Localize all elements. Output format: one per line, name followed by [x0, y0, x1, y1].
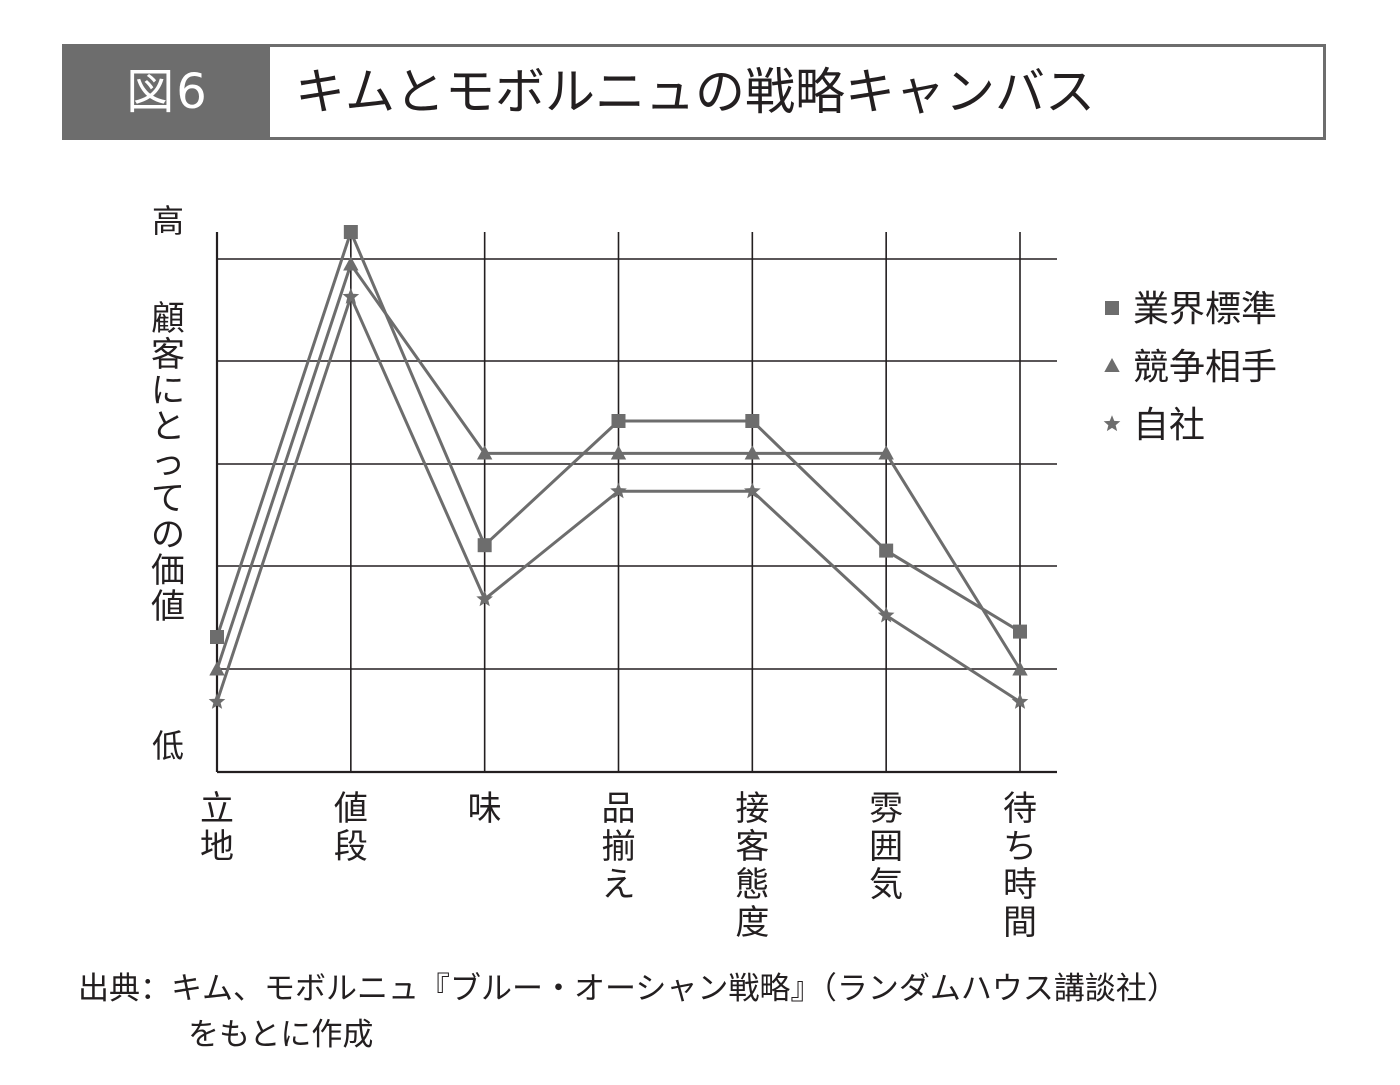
category-label: 立地 [200, 789, 234, 867]
series-markers-1 [210, 225, 1027, 644]
data-point-triangle [209, 661, 225, 676]
data-point-star [476, 590, 493, 607]
y-axis-low-label: 低 [152, 727, 184, 765]
data-point-triangle [610, 445, 627, 460]
y-axis-label: 顧客にとっての価値 [151, 299, 185, 627]
grid-lines [215, 232, 1057, 772]
legend-label: 競争相手 [1133, 347, 1277, 388]
data-point-triangle [1012, 661, 1028, 676]
series-markers-2 [209, 256, 1028, 676]
data-point-star [1011, 693, 1029, 709]
legend-marker-triangle [1104, 357, 1120, 373]
series-markers-3 [208, 288, 1029, 709]
data-point-square [477, 538, 492, 553]
legend-label: 自社 [1133, 405, 1205, 446]
figure-number-badge: 図6 [65, 47, 270, 137]
y-axis-high-label: 高 [152, 202, 184, 240]
data-point-square [1013, 624, 1027, 639]
data-point-square [343, 225, 358, 239]
category-label: 待ち時間 [1003, 789, 1037, 943]
source-note: 出典：キム、モボルニュ『ブルー・オーシャン戦略』（ランダムハウス講談社） をもと… [78, 966, 1178, 1058]
category-label: 値段 [334, 789, 368, 867]
data-point-triangle [476, 445, 493, 460]
data-point-square [210, 630, 224, 644]
legend-marker-star [1103, 415, 1121, 432]
legend-label: 業界標準 [1133, 289, 1277, 330]
figure-header: 図6 キムとモボルニュの戦略キャンバス [62, 44, 1326, 140]
data-point-star [208, 693, 226, 709]
data-point-square [745, 414, 760, 428]
figure-title: キムとモボルニュの戦略キャンバス [295, 63, 1095, 121]
category-label: 接客態度 [735, 789, 769, 943]
category-label: 味 [468, 789, 502, 829]
legend-marker-square [1105, 301, 1119, 315]
data-point-square [879, 543, 894, 558]
data-point-square [611, 414, 626, 428]
source-line-2: をもとに作成 [188, 1017, 374, 1053]
data-point-star [877, 606, 895, 623]
data-point-star [610, 482, 627, 499]
data-point-triangle [878, 445, 894, 460]
data-point-triangle [744, 445, 761, 460]
category-label: 品揃え [602, 789, 636, 905]
source-line-1: 出典：キム、モボルニュ『ブルー・オーシャン戦略』（ランダムハウス講談社） [78, 971, 1178, 1007]
category-label: 雰囲気 [869, 789, 903, 905]
data-point-triangle [343, 256, 359, 271]
data-point-star [342, 288, 360, 304]
data-point-star [744, 482, 761, 499]
